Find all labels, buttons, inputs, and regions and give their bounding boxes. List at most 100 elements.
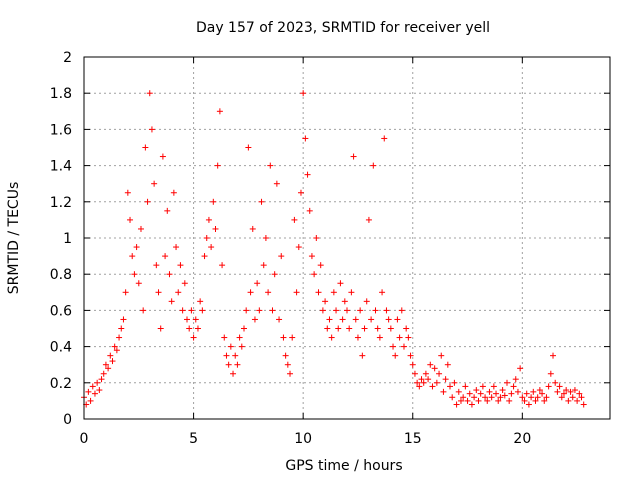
data-point [85, 388, 92, 395]
data-point [565, 397, 572, 404]
data-point [558, 394, 565, 401]
y-tick-label: 0.8 [50, 267, 72, 283]
data-point [455, 388, 462, 395]
data-point [501, 392, 508, 399]
data-point [495, 397, 502, 404]
data-point [107, 352, 114, 359]
data-point [383, 307, 390, 314]
data-point [166, 271, 173, 278]
data-point [484, 397, 491, 404]
data-point [473, 387, 480, 394]
data-point [390, 343, 397, 350]
data-point [392, 352, 399, 359]
data-point [521, 397, 528, 404]
data-point [530, 388, 537, 395]
chart-title: Day 157 of 2023, SRMTID for receiver yel… [196, 20, 490, 36]
data-point [116, 334, 123, 341]
data-point [159, 153, 166, 160]
data-point [168, 298, 175, 305]
data-point [322, 298, 329, 305]
data-point [350, 153, 357, 160]
data-point [468, 401, 475, 408]
data-point [576, 390, 583, 397]
data-point [543, 394, 550, 401]
data-point [357, 307, 364, 314]
data-point [199, 307, 206, 314]
data-point [232, 352, 239, 359]
data-point [552, 379, 559, 386]
x-tick-label: 0 [80, 431, 89, 447]
data-point [541, 397, 548, 404]
data-point [381, 135, 388, 142]
data-point [271, 271, 278, 278]
data-point [247, 289, 254, 296]
data-point [493, 390, 500, 397]
data-point [571, 387, 578, 394]
data-point [451, 379, 458, 386]
data-point [164, 207, 171, 214]
y-tick-label: 0 [63, 412, 72, 428]
data-point [490, 383, 497, 390]
data-point [249, 225, 256, 232]
data-point [429, 383, 436, 390]
y-tick-label: 1.2 [50, 195, 72, 211]
y-tick-label: 0.2 [50, 376, 72, 392]
data-point [436, 370, 443, 377]
data-point [214, 162, 221, 169]
data-point [177, 262, 184, 269]
data-point [148, 126, 155, 133]
data-point [411, 370, 418, 377]
data-point [223, 352, 230, 359]
data-point [361, 325, 368, 332]
data-point [580, 401, 587, 408]
data-point [184, 316, 191, 323]
data-point [137, 225, 144, 232]
data-point [497, 394, 504, 401]
data-point [547, 370, 554, 377]
data-point [311, 271, 318, 278]
data-point [532, 397, 539, 404]
data-point [120, 316, 127, 323]
data-point [295, 244, 302, 251]
data-point [330, 289, 337, 296]
x-tick-label: 15 [404, 431, 422, 447]
data-point [400, 343, 407, 350]
data-point [238, 343, 245, 350]
data-point [256, 307, 263, 314]
data-point [245, 144, 252, 151]
data-point [280, 334, 287, 341]
data-point [442, 376, 449, 383]
data-point [528, 394, 535, 401]
data-point [519, 394, 526, 401]
y-tick-label: 1.6 [50, 122, 72, 138]
data-point [96, 387, 103, 394]
data-point [550, 352, 557, 359]
data-point [194, 325, 201, 332]
data-point [98, 376, 105, 383]
data-point [394, 316, 401, 323]
data-point [170, 189, 177, 196]
x-axis-label: GPS time / hours [285, 458, 402, 474]
data-point [359, 352, 366, 359]
data-point [368, 316, 375, 323]
data-point [273, 180, 280, 187]
data-point [517, 365, 524, 372]
data-point [94, 379, 101, 386]
data-point [282, 352, 289, 359]
data-point [111, 343, 118, 350]
data-point [335, 325, 342, 332]
data-point [328, 334, 335, 341]
data-point [236, 334, 243, 341]
data-point [306, 207, 313, 214]
data-point [512, 376, 519, 383]
data-point [569, 394, 576, 401]
data-point [262, 235, 269, 241]
y-tick-labels: 0 0.2 0.4 0.6 0.8 1 1.2 1.4 1.6 1.8 2 [50, 50, 72, 428]
data-point [398, 307, 405, 314]
data-point [197, 298, 204, 305]
y-tick-label: 1.8 [50, 86, 72, 102]
data-point [91, 390, 98, 397]
data-point [503, 379, 510, 386]
data-point [234, 361, 241, 368]
data-point [105, 365, 112, 372]
